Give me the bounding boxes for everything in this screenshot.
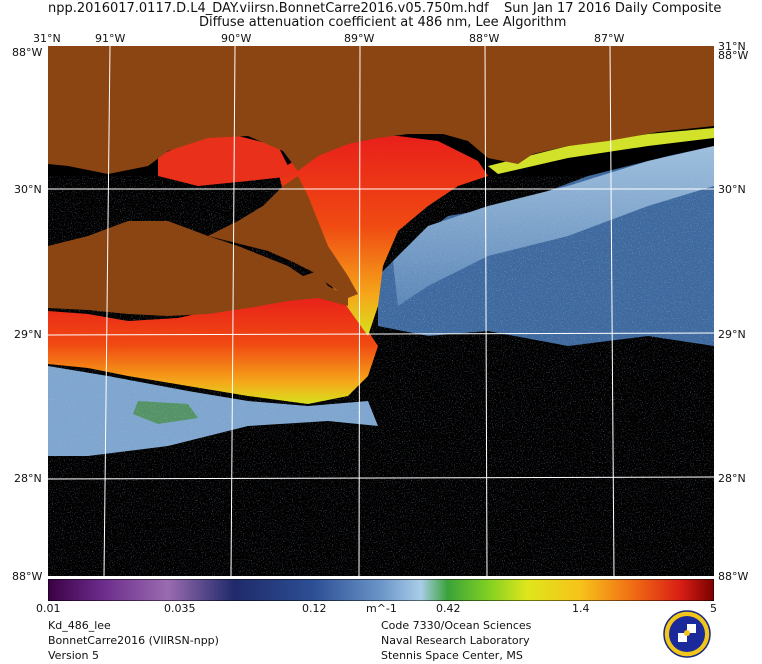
- corner-lon-top-left: 88°W: [12, 46, 43, 59]
- colorbar-tick-5: 5: [710, 602, 717, 615]
- lon-label-87w: 87°W: [594, 32, 625, 45]
- lon-label-89w: 89°W: [344, 32, 375, 45]
- corner-lon-top-right: 88°W: [718, 49, 749, 62]
- eastern-coastal-strip: [488, 128, 714, 174]
- footer-lab: Naval Research Laboratory: [381, 634, 530, 647]
- corner-lat-top-left: 31°N: [33, 32, 61, 45]
- colorbar-tick-0: 0.01: [36, 602, 61, 615]
- footer-code: Code 7330/Ocean Sciences: [381, 619, 532, 632]
- mississippi-sound-plume: [158, 136, 293, 186]
- footer-location: Stennis Space Center, MS: [381, 649, 523, 662]
- map-filename: npp.2016017.0117.D.L4_DAY.viirsn.BonnetC…: [48, 1, 489, 16]
- graticule: [48, 46, 714, 576]
- delta-plume: [278, 136, 488, 336]
- lon-label-88w: 88°W: [469, 32, 500, 45]
- footer-product-name: Kd_486_lee: [48, 619, 111, 632]
- lon-label-90w: 90°W: [221, 32, 252, 45]
- kd486-map: [48, 46, 714, 576]
- map-product-title: Diffuse attenuation coefficient at 486 n…: [199, 15, 567, 30]
- lat-label-28n-left: 28°N: [14, 472, 42, 485]
- corner-lon-bottom-left: 88°W: [12, 570, 43, 583]
- colorbar: [48, 579, 714, 601]
- footer-version: Version 5: [48, 649, 99, 662]
- colorbar-tick-2: 0.12: [302, 602, 327, 615]
- lat-label-30n-right: 30°N: [718, 183, 746, 196]
- colorbar-ramp: [48, 579, 714, 601]
- nrl-seal-icon: [663, 610, 711, 658]
- colorbar-tick-4: 1.4: [572, 602, 590, 615]
- corner-lat-top-right: 31°N: [718, 40, 746, 53]
- land-mass: [48, 46, 714, 174]
- coastal-plume: [48, 296, 378, 404]
- map-date: Sun Jan 17 2016 Daily Composite: [504, 1, 722, 16]
- colorbar-tick-3: 0.42: [436, 602, 461, 615]
- land-mass-delta: [208, 176, 358, 298]
- colorbar-unit: m^-1: [366, 602, 397, 615]
- lat-label-29n-left: 29°N: [14, 328, 42, 341]
- lat-label-30n-left: 30°N: [14, 183, 42, 196]
- lat-label-29n-right: 29°N: [718, 328, 746, 341]
- colorbar-tick-1: 0.035: [164, 602, 196, 615]
- lat-label-28n-right: 28°N: [718, 472, 746, 485]
- corner-lon-bottom-right: 88°W: [718, 570, 749, 583]
- lon-label-91w: 91°W: [95, 32, 126, 45]
- land-mass-south: [48, 221, 348, 316]
- footer-dataset: BonnetCarre2016 (VIIRSN-npp): [48, 634, 219, 647]
